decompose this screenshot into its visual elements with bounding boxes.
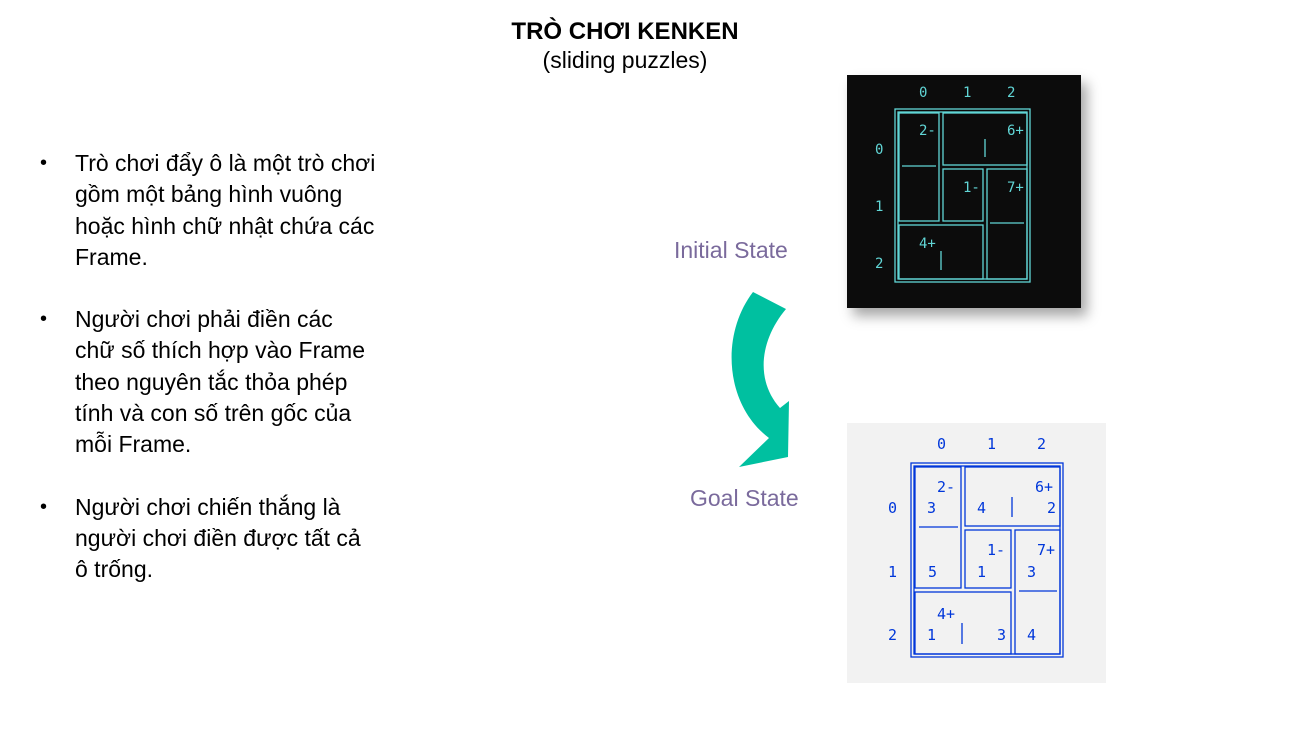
cage-label: 4+: [919, 236, 936, 252]
cell-value: 4: [1027, 626, 1036, 644]
row-header: 1: [888, 563, 897, 581]
bullet-item: Người chơi phải điền các chữ số thích hợ…: [38, 304, 378, 460]
cage-label: 7+: [1007, 180, 1024, 196]
cell-value: 5: [928, 563, 937, 581]
bullet-list: Trò chơi đẩy ô là một trò chơi gồm một b…: [38, 148, 378, 617]
cage-label: 1-: [963, 180, 980, 196]
cell-value: 3: [927, 499, 936, 517]
cell-value: 2: [1047, 499, 1056, 517]
col-header: 2: [1007, 85, 1015, 101]
cage-label: 6+: [1035, 478, 1053, 496]
cell-value: 4: [977, 499, 986, 517]
curved-arrow-icon: [731, 292, 789, 467]
slide-title: TRÒ CHƠI KENKEN: [511, 18, 739, 45]
row-header: 2: [888, 626, 897, 644]
goal-state-label: Goal State: [690, 485, 799, 511]
row-header: 0: [875, 142, 883, 158]
initial-state-label: Initial State: [674, 237, 788, 263]
row-header: 1: [875, 199, 883, 215]
cage-label: 7+: [1037, 541, 1055, 559]
cage-label: 1-: [987, 541, 1005, 559]
bullet-item: Người chơi chiến thắng là người chơi điề…: [38, 492, 378, 586]
cage-label: 2-: [937, 478, 955, 496]
col-header: 2: [1037, 435, 1046, 453]
slide-subtitle: (sliding puzzles): [542, 47, 708, 73]
cage-label: 6+: [1007, 123, 1024, 139]
initial-grid: 0 1 2 0 1 2 2- 6+ 1- 7+ 4+: [875, 85, 1031, 283]
row-header: 2: [875, 256, 883, 272]
goal-grid: 0 1 2 0 1 2 2- 6+ 1- 7+ 4+ 3 4 2 5 1 3 1…: [888, 435, 1064, 658]
bullet-item: Trò chơi đẩy ô là một trò chơi gồm một b…: [38, 148, 378, 273]
col-header: 0: [937, 435, 946, 453]
col-header: 1: [963, 85, 971, 101]
initial-state-panel: 0 1 2 0 1 2 2- 6+ 1- 7+ 4+: [847, 75, 1081, 308]
col-header: 0: [919, 85, 927, 101]
cell-value: 3: [1027, 563, 1036, 581]
goal-state-panel: 0 1 2 0 1 2 2- 6+ 1- 7+ 4+ 3 4 2 5 1 3 1…: [847, 423, 1106, 683]
col-header: 1: [987, 435, 996, 453]
cell-value: 3: [997, 626, 1006, 644]
cage-label: 2-: [919, 123, 936, 139]
cage-label: 4+: [937, 605, 955, 623]
cell-value: 1: [927, 626, 936, 644]
cell-value: 1: [977, 563, 986, 581]
row-header: 0: [888, 499, 897, 517]
